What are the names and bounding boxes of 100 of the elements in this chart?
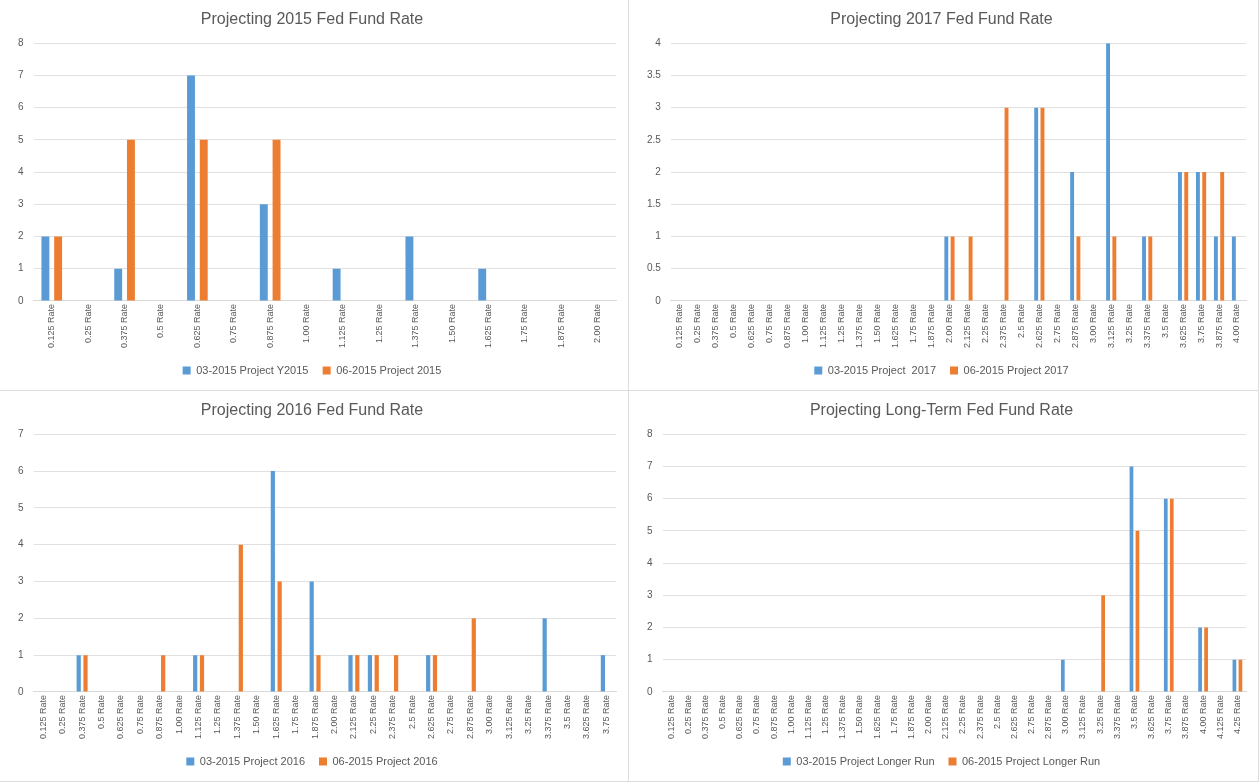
x-tick-label: 1.00 Rate <box>173 694 184 734</box>
chart-title: Projecting 2016 Fed Fund Rate <box>200 401 424 419</box>
bar <box>187 75 195 301</box>
bar <box>1213 236 1218 301</box>
x-tick-label: 0.375 Rate <box>119 303 130 349</box>
y-tick-label: 5 <box>647 524 653 536</box>
x-tick-label: 2.625 Rate <box>1033 303 1044 349</box>
bar <box>1112 236 1117 301</box>
bar <box>277 581 282 692</box>
chart-title: Projecting 2017 Fed Fund Rate <box>830 10 1053 28</box>
y-tick-label: 3 <box>655 101 662 113</box>
bar <box>41 236 50 301</box>
bar <box>432 655 438 692</box>
x-tick-label: 3.125 Rate <box>1077 694 1088 740</box>
bar <box>1142 236 1146 301</box>
x-tick-label: 1.625 Rate <box>871 694 882 740</box>
y-tick-label: 0.5 <box>647 262 662 274</box>
x-tick-label: 1.50 Rate <box>854 694 865 734</box>
bar <box>126 139 135 301</box>
bar <box>309 581 314 692</box>
bar <box>1195 172 1200 301</box>
x-tick-label: 1.375 Rate <box>837 694 848 740</box>
y-tick-label: 1 <box>655 230 662 242</box>
x-tick-label: 2.75 Rate <box>1025 694 1036 734</box>
y-tick-label: 2.5 <box>647 133 662 145</box>
legend-label: 06-2015 Project 2017 <box>963 363 1069 376</box>
bar <box>1060 659 1065 692</box>
x-tick-label: 0.75 Rate <box>228 303 239 343</box>
x-tick-label: 0.75 Rate <box>134 694 145 734</box>
x-tick-label: 3.00 Rate <box>484 694 495 734</box>
bar <box>1220 172 1225 301</box>
x-tick-label: 3.875 Rate <box>1180 694 1191 740</box>
x-tick-label: 1.50 Rate <box>446 303 457 343</box>
x-tick-label: 0.5 Rate <box>728 303 739 338</box>
x-tick-label: 2.375 Rate <box>387 694 398 740</box>
y-tick-label: 8 <box>647 427 653 439</box>
bar <box>1148 236 1153 301</box>
y-tick-label: 4 <box>655 36 662 48</box>
bar <box>199 139 208 301</box>
x-tick-label: 2.375 Rate <box>974 694 985 740</box>
x-tick-label: 1.875 Rate <box>905 694 916 740</box>
legend-label: 06-2015 Project Longer Run <box>962 754 1101 767</box>
x-tick-label: 2.5 Rate <box>991 694 1002 729</box>
bar <box>114 268 123 301</box>
x-tick-label: 2.00 Rate <box>923 694 934 734</box>
bar <box>405 236 414 301</box>
y-tick-label: 3 <box>18 575 24 587</box>
x-tick-label: 1.125 Rate <box>193 694 204 740</box>
x-tick-label: 1.125 Rate <box>802 694 813 740</box>
x-tick-label: 2.75 Rate <box>445 694 456 734</box>
y-tick-label: 6 <box>647 492 653 504</box>
bar <box>374 655 379 692</box>
bar <box>1076 236 1081 301</box>
x-tick-label: 2.125 Rate <box>940 694 951 740</box>
y-tick-label: 4 <box>18 538 24 550</box>
x-tick-label: 2.25 Rate <box>367 694 378 734</box>
y-tick-label: 1 <box>647 653 653 665</box>
bar <box>348 655 353 692</box>
y-tick-label: 3 <box>18 198 24 210</box>
x-tick-label: 1.75 Rate <box>908 303 919 343</box>
bar <box>1202 172 1207 301</box>
x-tick-label: 0.875 Rate <box>264 303 275 349</box>
x-tick-label: 1.875 Rate <box>925 303 936 349</box>
x-tick-label: 3.625 Rate <box>1177 303 1188 349</box>
x-tick-label: 2.875 Rate <box>464 694 475 740</box>
x-tick-label: 1.125 Rate <box>818 303 829 349</box>
bar <box>1231 236 1236 301</box>
x-tick-label: 3.375 Rate <box>1111 694 1122 740</box>
chart-title: Projecting 2015 Fed Fund Rate <box>200 10 424 28</box>
x-tick-label: 1.625 Rate <box>890 303 901 349</box>
x-tick-label: 2.25 Rate <box>957 694 968 734</box>
x-tick-label: 2.125 Rate <box>961 303 972 349</box>
bar <box>600 655 605 692</box>
bar <box>161 655 166 692</box>
x-tick-label: 0.25 Rate <box>82 303 93 343</box>
y-tick-label: 2 <box>647 621 653 633</box>
bar <box>1070 172 1075 301</box>
x-tick-label: 3.75 Rate <box>1163 694 1174 734</box>
y-tick-label: 1.5 <box>647 198 662 210</box>
x-tick-label: 3.5 Rate <box>561 694 572 729</box>
bar <box>83 655 88 692</box>
x-tick-label: 2.00 Rate <box>328 694 339 734</box>
bar <box>968 236 973 301</box>
x-tick-label: 0.25 Rate <box>682 694 693 734</box>
y-tick-label: 3 <box>647 589 653 601</box>
bar <box>355 655 360 692</box>
x-tick-label: 3.00 Rate <box>1060 694 1071 734</box>
x-tick-label: 2.5 Rate <box>406 694 417 729</box>
bar <box>1034 107 1039 301</box>
chart-title: Projecting Long-Term Fed Fund Rate <box>809 401 1074 419</box>
x-tick-label: 0.25 Rate <box>692 303 703 343</box>
x-tick-label: 0.875 Rate <box>768 694 779 740</box>
x-tick-label: 3.5 Rate <box>1159 303 1170 338</box>
x-tick-label: 1.75 Rate <box>519 303 530 343</box>
x-tick-label: 0.75 Rate <box>764 303 775 343</box>
x-tick-label: 1.875 Rate <box>555 303 566 349</box>
bar <box>542 618 547 692</box>
x-tick-label: 2.875 Rate <box>1043 694 1054 740</box>
x-tick-label: 3.25 Rate <box>1123 303 1134 343</box>
x-tick-label: 0.5 Rate <box>96 694 106 729</box>
